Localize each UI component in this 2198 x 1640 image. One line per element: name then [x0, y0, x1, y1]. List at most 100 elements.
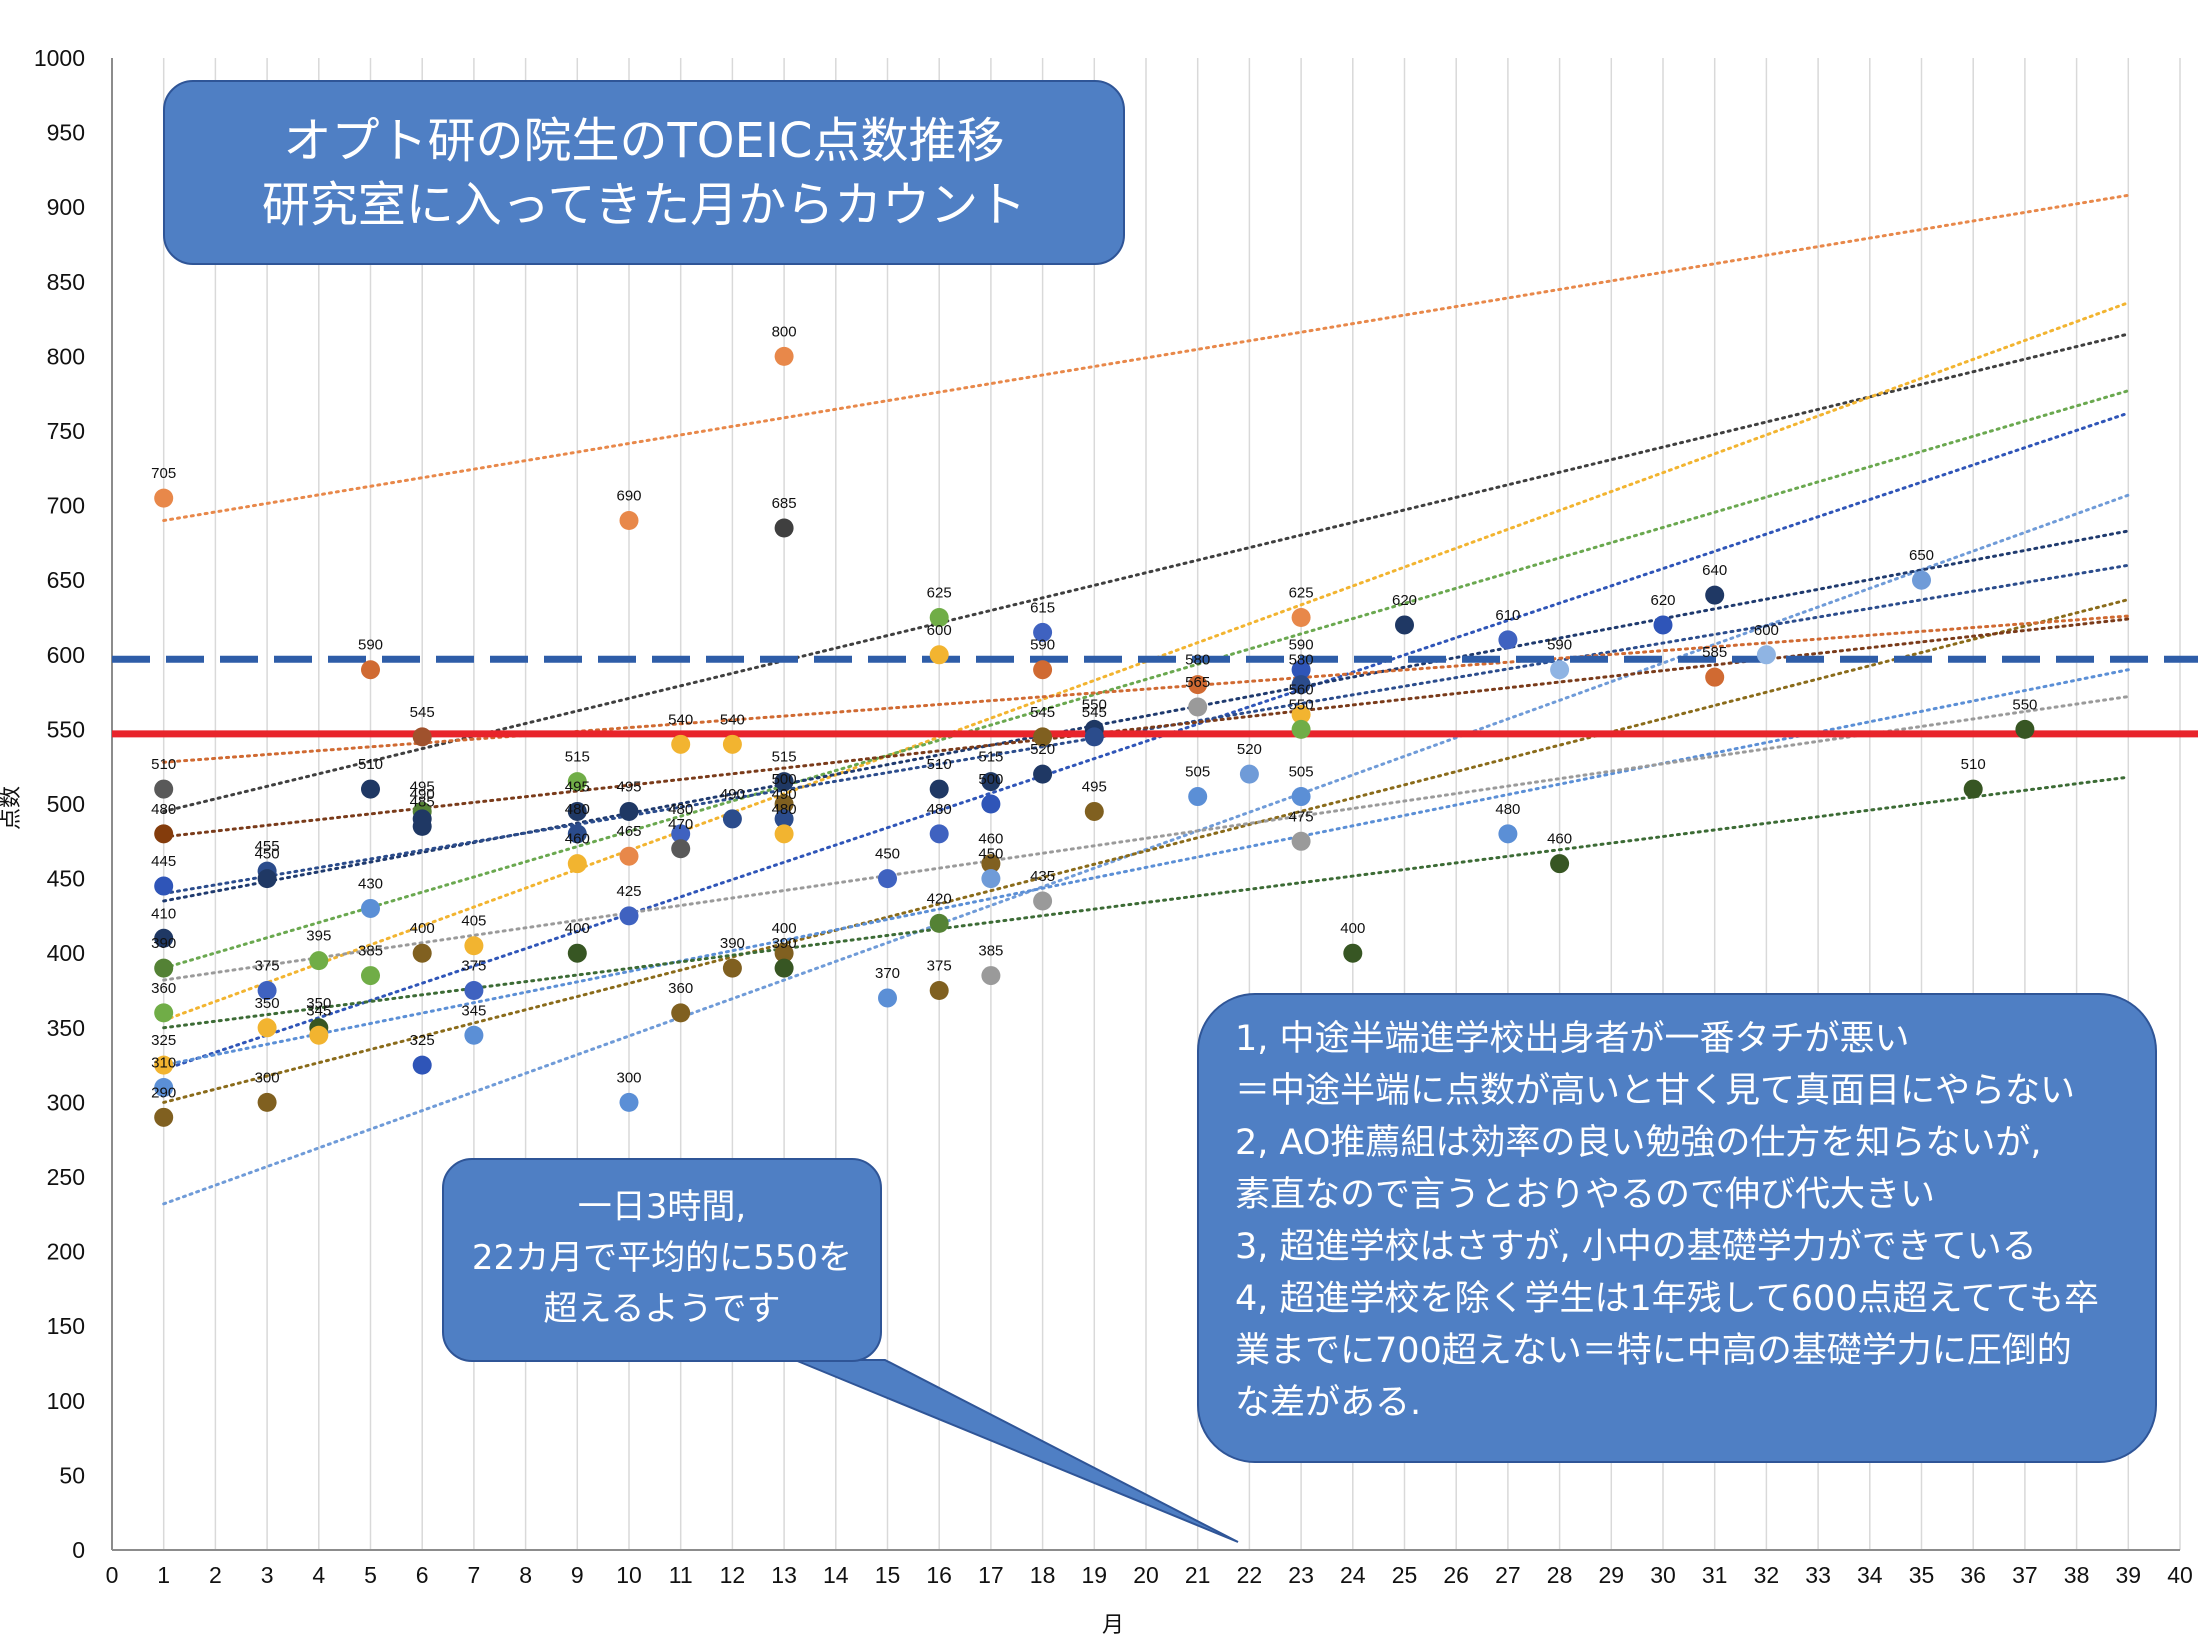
data-label: 375: [255, 958, 280, 975]
data-label: 705: [151, 465, 176, 482]
data-label: 390: [772, 935, 797, 952]
data-point: [1188, 697, 1208, 717]
data-point: [2015, 719, 2035, 739]
data-label: 510: [927, 756, 952, 773]
x-tick-label: 1: [157, 1562, 170, 1588]
data-label: 620: [1650, 592, 1675, 609]
data-label: 500: [772, 771, 797, 788]
x-tick-label: 6: [416, 1562, 429, 1588]
data-point: [1291, 787, 1311, 807]
data-point: [1084, 801, 1104, 821]
x-tick-label: 9: [571, 1562, 584, 1588]
data-point: [774, 518, 794, 538]
data-label: 620: [1392, 592, 1417, 609]
data-label: 510: [151, 756, 176, 773]
data-label: 590: [1030, 637, 1055, 654]
x-tick-label: 34: [1857, 1562, 1883, 1588]
trendline: [162, 389, 2130, 970]
x-tick-label: 31: [1702, 1562, 1728, 1588]
data-label: 385: [358, 943, 383, 960]
data-point: [981, 966, 1001, 986]
data-label: 310: [151, 1054, 176, 1071]
y-tick-label: 750: [47, 418, 85, 444]
data-point: [412, 943, 432, 963]
x-tick-label: 33: [1805, 1562, 1831, 1588]
data-point: [1239, 764, 1259, 784]
note-line-2: 22カ月で平均的に550を: [471, 1238, 853, 1278]
data-point: [361, 779, 380, 799]
x-tick-label: 2: [209, 1562, 222, 1588]
data-point: [154, 488, 174, 508]
data-point: [671, 734, 691, 754]
data-point: [981, 869, 1001, 889]
y-axis-title: 点数: [0, 786, 24, 830]
note-callout: 一日3時間, 22カ月で平均的に550を 超えるようです: [442, 1158, 882, 1362]
data-label: 350: [255, 995, 280, 1012]
x-tick-label: 8: [519, 1562, 532, 1588]
data-label: 460: [978, 831, 1003, 848]
x-tick-label: 40: [2167, 1562, 2193, 1588]
data-point: [1188, 675, 1208, 695]
data-point: [619, 801, 639, 821]
data-label: 470: [668, 816, 693, 833]
data-label: 325: [410, 1032, 435, 1049]
data-point: [412, 1055, 432, 1075]
data-label: 400: [772, 920, 797, 937]
x-tick-label: 21: [1185, 1562, 1211, 1588]
reference-lines: [112, 655, 2198, 738]
data-point: [878, 869, 897, 889]
data-label: 640: [1702, 562, 1727, 579]
x-tick-label: 14: [823, 1562, 849, 1588]
data-point: [567, 772, 587, 792]
data-point: [154, 824, 174, 844]
data-label: 495: [565, 778, 590, 795]
data-point: [774, 809, 794, 829]
data-label: 405: [461, 913, 486, 930]
x-tick-label: 35: [1909, 1562, 1935, 1588]
data-point: [1498, 824, 1518, 844]
data-point: [1705, 585, 1725, 605]
data-label: 360: [668, 980, 693, 997]
chart-title-line-1: オプト研の院生のTOEIC点数推移: [283, 113, 1005, 169]
chart-title-line-2: 研究室に入ってきた月からカウント: [261, 177, 1027, 233]
data-label: 480: [1495, 801, 1520, 818]
data-point: [154, 1055, 174, 1075]
x-tick-label: 13: [771, 1562, 797, 1588]
data-label: 625: [1289, 585, 1314, 602]
y-tick-label: 1000: [34, 45, 85, 71]
data-point: [154, 958, 174, 978]
y-tick-label: 500: [47, 791, 85, 817]
x-tick-label: 25: [1392, 1562, 1418, 1588]
data-point: [1291, 719, 1311, 739]
data-label: 325: [151, 1032, 176, 1049]
x-tick-label: 32: [1754, 1562, 1780, 1588]
data-label: 425: [616, 883, 641, 900]
data-label: 375: [927, 958, 952, 975]
data-label: 495: [1082, 778, 1107, 795]
data-point: [929, 824, 949, 844]
data-label: 490: [410, 786, 435, 803]
finding-line: 業までに700超えない＝特に中高の基礎学力に圧倒的: [1235, 1331, 2072, 1371]
data-point: [774, 346, 794, 366]
y-tick-label: 450: [47, 866, 85, 892]
data-label: 545: [1082, 704, 1107, 721]
x-tick-label: 11: [669, 1562, 693, 1588]
trendline: [162, 411, 2130, 1072]
data-point: [1291, 675, 1311, 695]
data-label: 390: [720, 935, 745, 952]
data-point: [361, 898, 380, 918]
data-point: [671, 839, 691, 859]
data-point: [154, 1107, 174, 1127]
x-tick-label: 4: [312, 1562, 325, 1588]
data-point: [981, 854, 1001, 874]
data-point: [774, 772, 794, 792]
x-tick-label: 37: [2012, 1562, 2038, 1588]
y-tick-label: 250: [47, 1164, 85, 1190]
data-point: [464, 981, 484, 1000]
data-point: [412, 727, 432, 747]
data-point: [1033, 660, 1053, 680]
data-point: [774, 824, 794, 844]
data-label: 550: [1289, 696, 1314, 713]
data-label: 690: [616, 488, 641, 505]
note-line-3: 超えるようです: [543, 1289, 781, 1329]
